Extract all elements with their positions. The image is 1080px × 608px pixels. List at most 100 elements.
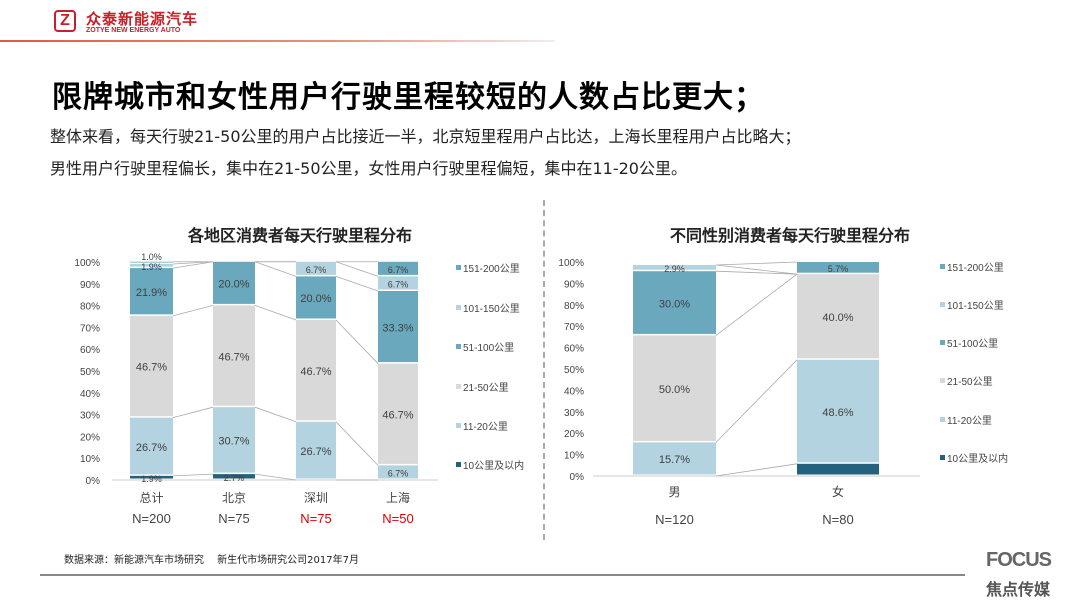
category-label: 总计 bbox=[139, 491, 163, 505]
bar-segment bbox=[633, 264, 716, 270]
legend-marker bbox=[456, 423, 461, 428]
series-connector-line bbox=[335, 421, 379, 466]
bar-segment bbox=[296, 276, 336, 319]
focus-media-logo: FOCUS bbox=[986, 549, 1052, 571]
data-label: 20.0% bbox=[218, 279, 249, 291]
y-tick-label: 20% bbox=[80, 432, 100, 443]
legend-label: 21-50公里 bbox=[947, 376, 993, 388]
chart-title-region: 各地区消费者每天行驶里程分布 bbox=[187, 226, 413, 245]
bar-segment bbox=[130, 263, 173, 267]
sample-size-label: N=75 bbox=[218, 511, 249, 526]
y-tick-label: 30% bbox=[564, 408, 584, 419]
sample-size-label: N=50 bbox=[382, 511, 413, 526]
data-label: 46.7% bbox=[300, 366, 331, 378]
series-connector-line bbox=[335, 276, 379, 292]
category-label: 上海 bbox=[386, 490, 410, 505]
bar-segment bbox=[296, 421, 336, 479]
data-label: 26.7% bbox=[136, 442, 167, 454]
legend-marker bbox=[940, 455, 945, 460]
series-connector-line bbox=[172, 473, 214, 477]
series-connector-line bbox=[254, 473, 297, 481]
data-label: 6.7% bbox=[388, 280, 409, 290]
brand-logo-en: ZOTYE NEW ENERGY AUTO bbox=[86, 27, 181, 34]
legend-marker bbox=[456, 265, 461, 270]
y-tick-label: 100% bbox=[74, 258, 100, 269]
category-label: 北京 bbox=[222, 491, 246, 505]
series-connector-line bbox=[715, 261, 798, 266]
bar-segment bbox=[130, 315, 173, 417]
series-connector-line bbox=[715, 463, 798, 477]
chart-title-gender: 不同性别消费者每天行驶里程分布 bbox=[669, 226, 911, 245]
data-label: 1.9% bbox=[141, 474, 162, 484]
data-label: 30.7% bbox=[218, 436, 249, 448]
category-label: 女 bbox=[832, 484, 844, 499]
legend-label: 21-50公里 bbox=[463, 382, 509, 394]
sample-size-label: N=75 bbox=[300, 511, 331, 526]
chart-divider bbox=[543, 200, 545, 540]
y-tick-label: 50% bbox=[564, 365, 584, 376]
bar-segment bbox=[296, 319, 336, 421]
data-label: 30.0% bbox=[659, 298, 690, 310]
legend-label: 51-100公里 bbox=[463, 342, 514, 354]
series-connector-line bbox=[172, 261, 214, 269]
footer-divider bbox=[40, 574, 965, 576]
bar-segment bbox=[213, 407, 255, 473]
data-label: 50.0% bbox=[659, 384, 690, 396]
data-label: 2.7% bbox=[224, 473, 245, 483]
legend-marker bbox=[456, 344, 461, 349]
series-connector-line bbox=[715, 273, 798, 336]
legend-marker bbox=[940, 340, 945, 345]
data-label: 6.7% bbox=[306, 265, 327, 275]
bar-segment bbox=[130, 417, 173, 475]
data-label: 20.0% bbox=[300, 293, 331, 305]
bar-segment bbox=[378, 276, 418, 290]
sample-size-label: N=200 bbox=[132, 511, 171, 526]
focus-media-logo-cn: 焦点传媒 bbox=[986, 580, 1051, 599]
y-tick-label: 70% bbox=[80, 323, 100, 334]
data-label: 2.9% bbox=[664, 264, 685, 274]
legend-label: 101-150公里 bbox=[947, 300, 1004, 312]
legend-label: 101-150公里 bbox=[463, 303, 520, 315]
y-tick-label: 10% bbox=[80, 454, 100, 465]
data-label: 26.7% bbox=[300, 446, 331, 458]
sample-size-label: N=120 bbox=[655, 512, 694, 527]
legend-label: 11-20公里 bbox=[463, 421, 508, 433]
y-tick-label: 0% bbox=[86, 476, 101, 487]
bar-segment bbox=[633, 335, 716, 441]
y-tick-label: 90% bbox=[564, 279, 584, 290]
data-label: 46.7% bbox=[382, 409, 413, 421]
series-connector-line bbox=[172, 406, 214, 419]
subtitle-line-2: 男性用户行驶里程偏长，集中在21-50公里，女性用户行驶里程偏短，集中在11-2… bbox=[50, 159, 687, 178]
legend-marker bbox=[940, 302, 945, 307]
subtitle-line-1: 整体来看，每天行驶21-50公里的用户占比接近一半，北京短里程用户占比达，上海长… bbox=[50, 127, 801, 146]
y-tick-label: 80% bbox=[564, 301, 584, 312]
data-label: 6.7% bbox=[388, 469, 409, 479]
bar-segment bbox=[797, 359, 879, 463]
bar-segment bbox=[296, 261, 336, 275]
data-label: 48.6% bbox=[822, 407, 853, 419]
header-divider bbox=[0, 40, 555, 42]
bar-segment bbox=[378, 261, 418, 275]
legend-label: 151-200公里 bbox=[947, 262, 1004, 274]
series-connector-line bbox=[715, 264, 798, 275]
series-connector-line bbox=[254, 305, 297, 321]
category-label: 男 bbox=[668, 485, 680, 499]
bar-segment bbox=[633, 271, 716, 334]
y-tick-label: 70% bbox=[564, 322, 584, 333]
data-label: 46.7% bbox=[136, 362, 167, 374]
page-title: 限牌城市和女性用户行驶里程较短的人数占比更大； bbox=[52, 80, 765, 115]
legend-marker bbox=[456, 462, 461, 467]
data-label: 33.3% bbox=[382, 322, 413, 334]
y-tick-label: 100% bbox=[558, 258, 584, 269]
data-label: 5.7% bbox=[828, 264, 849, 274]
legend-marker bbox=[456, 384, 461, 389]
bar-segment bbox=[797, 463, 879, 475]
bar-segment bbox=[633, 442, 716, 475]
data-label: 15.7% bbox=[659, 454, 690, 466]
y-tick-label: 80% bbox=[80, 302, 100, 313]
legend-marker bbox=[940, 264, 945, 269]
y-tick-label: 40% bbox=[564, 386, 584, 397]
bar-segment bbox=[130, 261, 173, 263]
data-label: 1.0% bbox=[141, 252, 162, 262]
